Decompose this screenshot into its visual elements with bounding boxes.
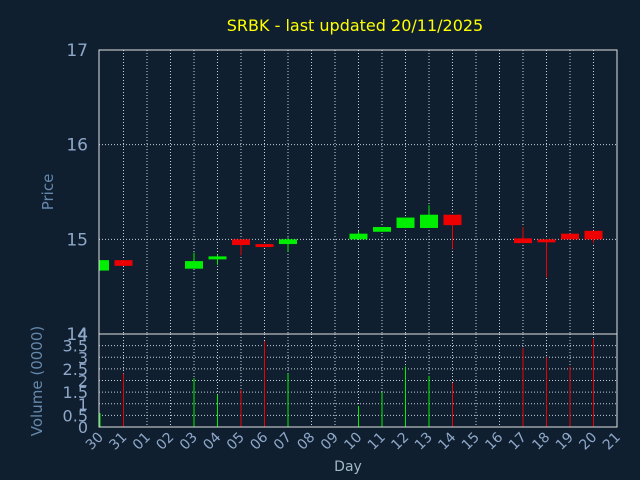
candle-body — [255, 244, 274, 248]
volume-tick-label: 0.5 — [63, 406, 88, 425]
candle-body — [349, 233, 368, 240]
volume-tick-label: 0 — [78, 418, 88, 437]
volume-tick-label: 3.5 — [63, 337, 88, 356]
volume-y-ticks: 00.511.522.533.54 — [63, 325, 88, 437]
candle-body — [114, 260, 133, 266]
volume-bars — [99, 338, 594, 427]
candle-body — [420, 214, 438, 228]
price-tick-label: 14 — [66, 325, 88, 345]
volume-tick-label: 3 — [78, 348, 88, 367]
price-candles — [99, 205, 603, 278]
x-axis-ticks: 30 31 01 02 03 04 05 06 07 08 09 10 11 12 13 14 15 16 17 18… — [83, 429, 624, 453]
candle-body — [514, 238, 532, 244]
candle-body — [100, 260, 109, 271]
volume-tick-label: 2 — [78, 372, 88, 391]
candle-body — [396, 217, 415, 228]
volume-tick-label: 1.5 — [63, 383, 88, 402]
candle-body — [584, 230, 603, 240]
price-y-ticks: 14 15 16 17 — [66, 41, 88, 345]
price-tick-label: 17 — [66, 41, 88, 61]
volume-axis-label: Volume (0000) — [28, 326, 46, 436]
candle-body — [279, 239, 297, 245]
candle-body — [232, 239, 250, 246]
volume-tick-label: 2.5 — [63, 360, 88, 379]
candle-body — [208, 256, 227, 260]
candle-body — [443, 214, 462, 226]
volume-tick-label: 4 — [78, 325, 88, 344]
candle-body — [561, 233, 579, 240]
volume-panel-frame — [98, 333, 618, 428]
candle-body — [537, 239, 556, 243]
price-axis-label: Price — [39, 174, 57, 211]
price-tick-label: 16 — [66, 136, 88, 156]
volume-tick-label: 1 — [78, 395, 88, 414]
x-axis-label: Day — [334, 459, 362, 475]
candle-body — [185, 261, 203, 269]
chart-title: SRBK - last updated 20/11/2025 — [227, 16, 483, 35]
price-tick-label: 15 — [66, 230, 88, 250]
candle-body — [373, 227, 391, 232]
